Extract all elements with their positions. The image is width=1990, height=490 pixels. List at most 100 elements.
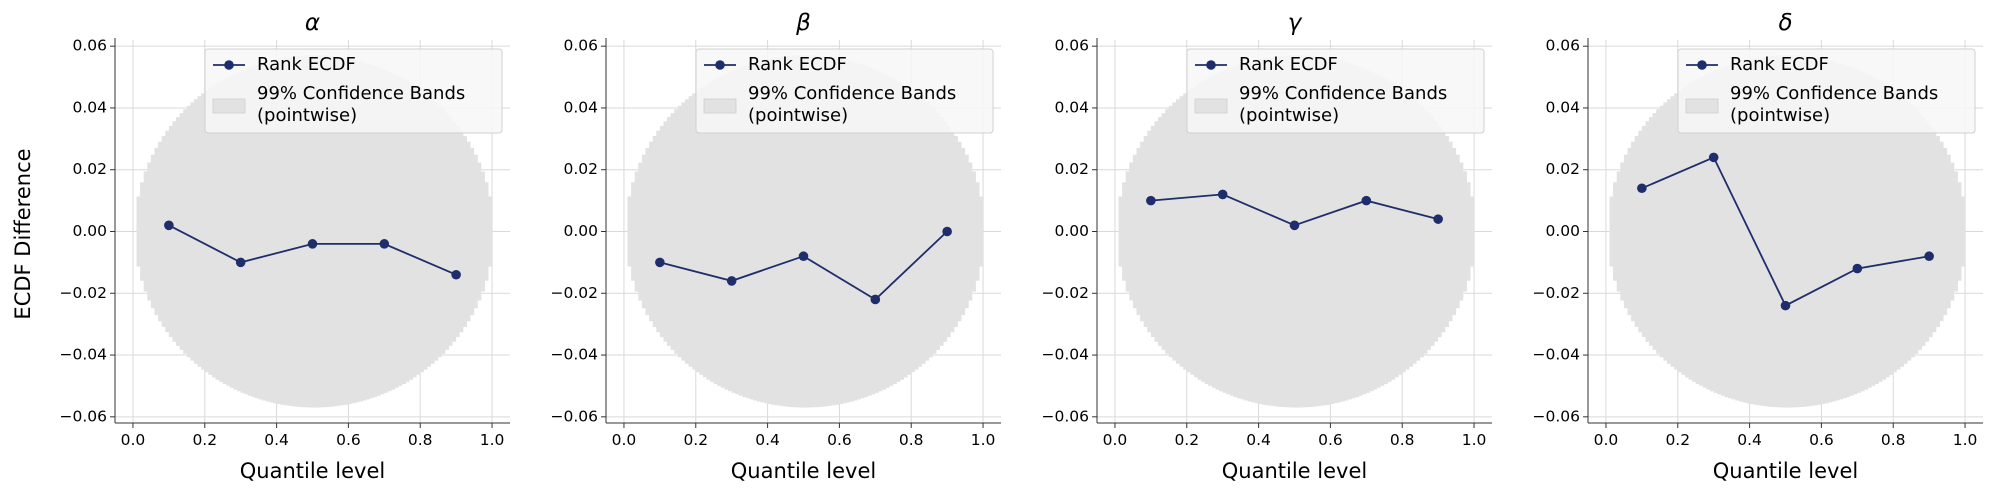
legend-frame bbox=[1677, 48, 1976, 134]
y-tick-label: −0.02 bbox=[1042, 284, 1090, 302]
panel-title: δ bbox=[1778, 10, 1792, 36]
x-tick-label: 0.8 bbox=[1390, 431, 1415, 449]
panel-4: 0.0 0.2 0.4 0.6 0.8 1.0 −0.06 −0.04 −0.02 0.00 0.0… bbox=[1533, 10, 1983, 483]
y-tick-label: −0.04 bbox=[60, 346, 108, 364]
y-tick-label: −0.06 bbox=[551, 407, 599, 425]
y-tick-label: −0.02 bbox=[60, 284, 108, 302]
legend: Rank ECDF 99% Confidence Bands(pointwise) bbox=[204, 48, 503, 134]
panel-title: γ bbox=[1288, 10, 1303, 36]
legend-label-rank-ecdf: Rank ECDF bbox=[748, 54, 847, 75]
rank-ecdf-point bbox=[1637, 183, 1647, 194]
legend: Rank ECDF 99% Confidence Bands(pointwise) bbox=[695, 48, 994, 134]
rank-ecdf-point bbox=[1780, 300, 1791, 311]
y-tick-label: −0.02 bbox=[1533, 284, 1581, 302]
y-tick-label: 0.04 bbox=[72, 98, 107, 116]
confidence-band bbox=[133, 55, 492, 408]
legend-marker-swatch bbox=[1206, 60, 1216, 70]
rank-ecdf-point bbox=[942, 226, 952, 237]
legend-band-swatch bbox=[1685, 98, 1719, 114]
x-axis-label: Quantile level bbox=[1713, 459, 1858, 483]
x-tick-label: 1.0 bbox=[971, 431, 996, 449]
rank-ecdf-point bbox=[1924, 251, 1934, 262]
y-tick-label: 0.02 bbox=[563, 160, 598, 178]
y-tick-label: 0.00 bbox=[72, 222, 107, 240]
rank-ecdf-point bbox=[1289, 220, 1300, 231]
legend-label-band-line2: (pointwise) bbox=[748, 105, 848, 126]
legend-band-swatch bbox=[703, 98, 737, 114]
rank-ecdf-point bbox=[1708, 152, 1719, 163]
confidence-band bbox=[624, 55, 983, 408]
x-axis-label: Quantile level bbox=[1222, 459, 1367, 483]
legend-frame bbox=[695, 48, 994, 134]
y-tick-label: 0.04 bbox=[1545, 98, 1580, 116]
panel-title: α bbox=[305, 10, 320, 36]
x-tick-label: 0.6 bbox=[1318, 431, 1343, 449]
panel-1: 0.0 0.2 0.4 0.6 0.8 1.0 −0.06 −0.04 −0.02 0.00 0.0… bbox=[60, 10, 510, 483]
y-tick-label: −0.06 bbox=[60, 407, 108, 425]
x-tick-label: 0.8 bbox=[1881, 431, 1906, 449]
y-tick-label: 0.06 bbox=[563, 37, 598, 55]
x-tick-label: 0.4 bbox=[1737, 431, 1762, 449]
y-tick-label: 0.02 bbox=[1545, 160, 1580, 178]
legend: Rank ECDF 99% Confidence Bands(pointwise) bbox=[1186, 48, 1485, 134]
x-tick-label: 0.2 bbox=[1174, 431, 1199, 449]
rank-ecdf-point bbox=[235, 257, 246, 268]
rank-ecdf-point bbox=[655, 257, 665, 268]
x-tick-label: 0.6 bbox=[1809, 431, 1834, 449]
confidence-band bbox=[1606, 55, 1965, 408]
x-tick-label: 0.4 bbox=[1246, 431, 1271, 449]
panel-title: β bbox=[795, 10, 811, 36]
x-tick-label: 0.0 bbox=[1594, 431, 1619, 449]
x-tick-label: 1.0 bbox=[1953, 431, 1978, 449]
x-tick-label: 0.8 bbox=[899, 431, 924, 449]
x-axis-label: Quantile level bbox=[240, 459, 385, 483]
rank-ecdf-point bbox=[164, 220, 174, 231]
rank-ecdf-point bbox=[1146, 195, 1156, 206]
figure-ylabel: ECDF Difference bbox=[11, 148, 35, 319]
rank-ecdf-point bbox=[1217, 189, 1228, 200]
legend-frame bbox=[204, 48, 503, 134]
legend-label-rank-ecdf: Rank ECDF bbox=[1239, 54, 1338, 75]
legend-label-rank-ecdf: Rank ECDF bbox=[257, 54, 356, 75]
x-tick-label: 0.6 bbox=[336, 431, 361, 449]
y-tick-label: 0.02 bbox=[72, 160, 107, 178]
legend-label-band-line1: 99% Confidence Bands bbox=[1239, 83, 1447, 104]
x-tick-label: 0.4 bbox=[755, 431, 780, 449]
rank-ecdf-point bbox=[870, 294, 881, 305]
y-tick-label: 0.06 bbox=[1054, 37, 1089, 55]
y-tick-label: 0.04 bbox=[1054, 98, 1089, 116]
legend-label-band-line2: (pointwise) bbox=[1239, 105, 1339, 126]
y-tick-label: −0.04 bbox=[551, 346, 599, 364]
y-tick-label: −0.04 bbox=[1042, 346, 1090, 364]
rank-ecdf-point bbox=[307, 239, 318, 249]
legend-band-swatch bbox=[1194, 98, 1228, 114]
panels: 0.0 0.2 0.4 0.6 0.8 1.0 −0.06 −0.04 −0.02 0.00 0.0… bbox=[60, 10, 1983, 483]
rank-ecdf-point bbox=[1433, 214, 1443, 224]
x-tick-label: 0.2 bbox=[683, 431, 708, 449]
rank-ecdf-point bbox=[1852, 263, 1863, 274]
y-tick-label: 0.04 bbox=[563, 98, 598, 116]
x-tick-label: 0.0 bbox=[612, 431, 637, 449]
x-tick-label: 0.6 bbox=[827, 431, 852, 449]
x-tick-label: 0.2 bbox=[192, 431, 217, 449]
rank-ecdf-point bbox=[726, 276, 737, 286]
legend-label-band-line2: (pointwise) bbox=[257, 105, 357, 126]
legend-marker-swatch bbox=[1697, 60, 1707, 70]
x-tick-label: 0.0 bbox=[1103, 431, 1128, 449]
y-tick-label: −0.06 bbox=[1533, 407, 1581, 425]
panel-2: 0.0 0.2 0.4 0.6 0.8 1.0 −0.06 −0.04 −0.02 0.00 0.0… bbox=[551, 10, 1001, 483]
legend: Rank ECDF 99% Confidence Bands(pointwise) bbox=[1677, 48, 1976, 134]
rank-ecdf-point bbox=[1361, 195, 1372, 206]
x-tick-label: 0.8 bbox=[408, 431, 433, 449]
legend-label-rank-ecdf: Rank ECDF bbox=[1730, 54, 1829, 75]
x-tick-label: 0.0 bbox=[121, 431, 146, 449]
y-tick-label: −0.06 bbox=[1042, 407, 1090, 425]
rank-ecdf-point bbox=[798, 251, 809, 262]
y-tick-label: −0.04 bbox=[1533, 346, 1581, 364]
y-tick-label: 0.06 bbox=[72, 37, 107, 55]
legend-label-band-line1: 99% Confidence Bands bbox=[1730, 83, 1938, 104]
legend-marker-swatch bbox=[224, 60, 234, 70]
legend-frame bbox=[1186, 48, 1485, 134]
x-tick-label: 1.0 bbox=[1462, 431, 1487, 449]
